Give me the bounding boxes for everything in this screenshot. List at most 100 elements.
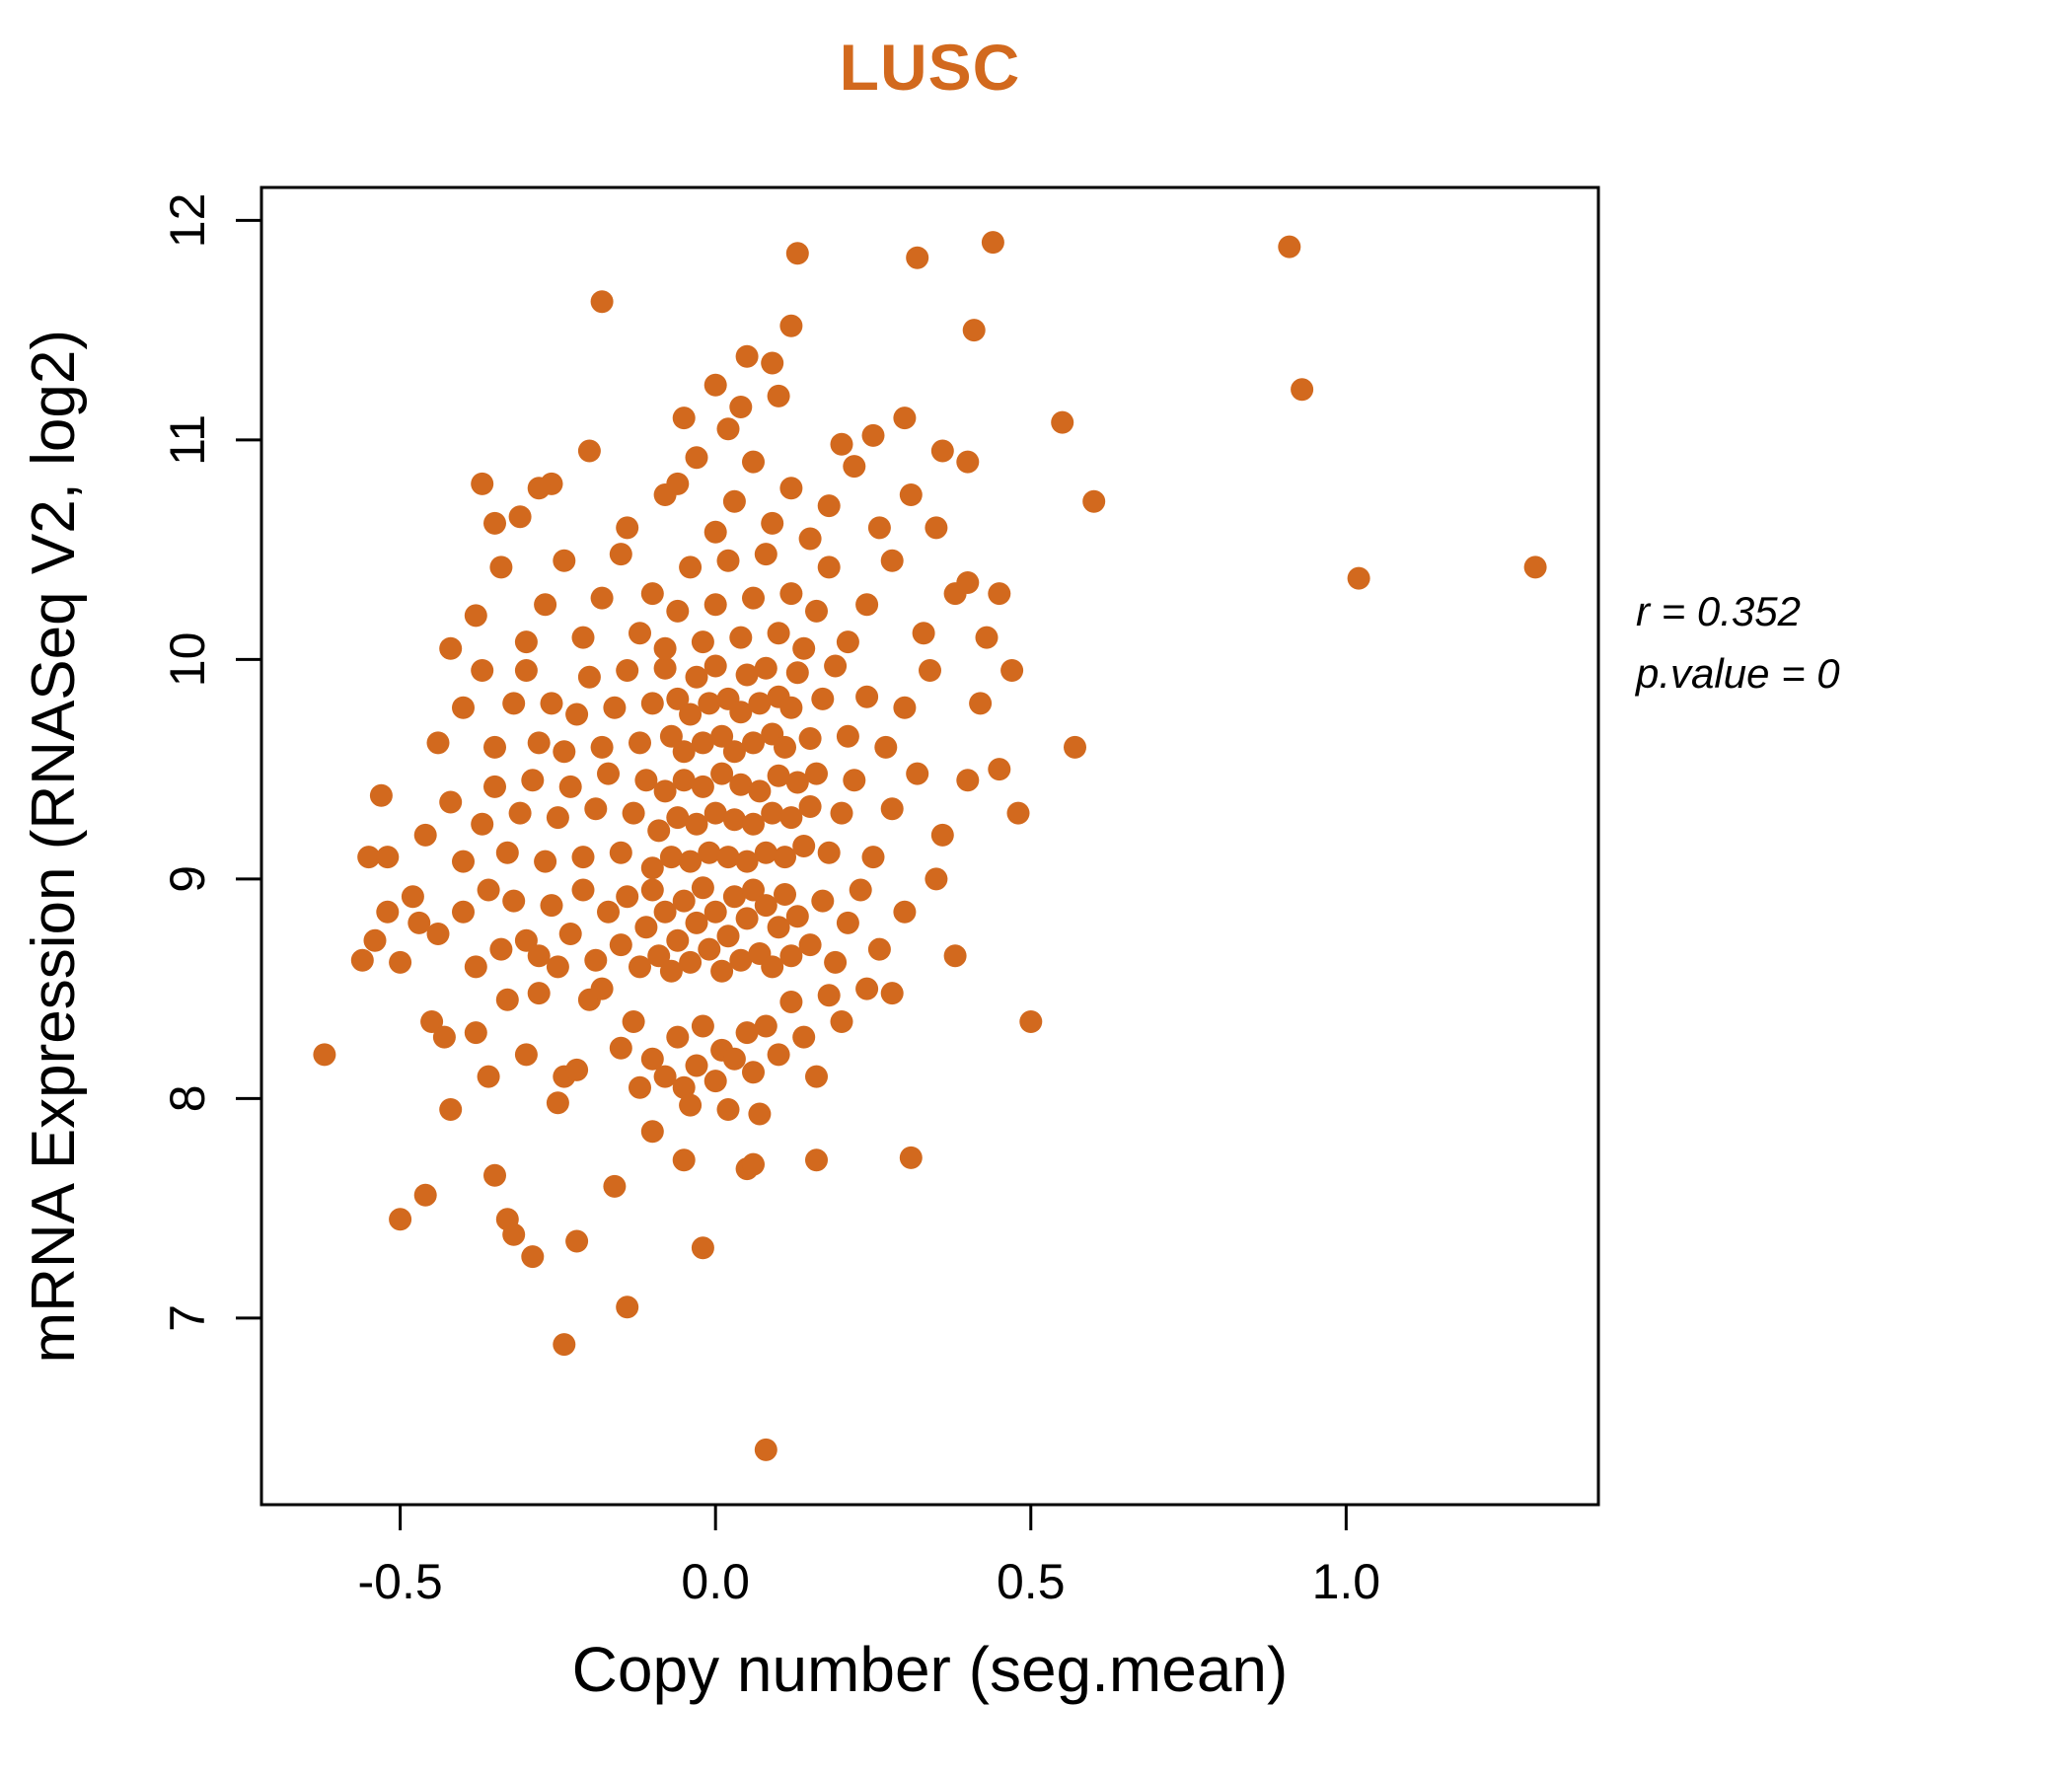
data-point xyxy=(647,944,671,968)
data-point xyxy=(703,801,727,825)
data-point xyxy=(489,937,513,961)
data-point xyxy=(956,450,980,474)
data-point xyxy=(919,659,941,682)
data-point xyxy=(471,812,494,836)
data-point xyxy=(1000,659,1024,682)
data-point xyxy=(716,1098,740,1121)
data-point xyxy=(742,1152,765,1176)
data-point xyxy=(811,889,835,913)
data-point xyxy=(817,494,841,518)
data-point xyxy=(483,775,506,798)
data-point xyxy=(925,867,948,891)
data-point xyxy=(785,771,809,794)
data-point xyxy=(1019,1010,1043,1033)
data-point xyxy=(767,1043,790,1067)
data-point xyxy=(754,1014,777,1038)
data-point xyxy=(880,549,904,572)
data-point xyxy=(779,944,803,968)
data-point xyxy=(514,659,538,682)
data-point xyxy=(685,446,708,470)
data-point xyxy=(464,1021,487,1045)
data-point xyxy=(313,1043,336,1067)
data-point xyxy=(703,1070,727,1093)
data-point xyxy=(640,856,664,880)
data-point xyxy=(703,520,727,544)
y-axis-label-wrap: mRNA Expression (RNASeq V2, log2) xyxy=(14,187,93,1505)
data-point xyxy=(597,900,620,924)
data-point xyxy=(849,878,872,902)
data-point xyxy=(748,1102,772,1126)
data-point xyxy=(514,630,538,654)
data-point xyxy=(590,977,614,1000)
data-point xyxy=(565,1058,589,1081)
data-point xyxy=(824,950,848,974)
data-point xyxy=(836,724,859,748)
data-point xyxy=(1291,378,1314,402)
data-point xyxy=(836,911,859,934)
data-point xyxy=(546,806,569,830)
data-point xyxy=(653,656,677,680)
data-point xyxy=(584,797,608,821)
x-tick-label: 0.0 xyxy=(681,1554,750,1609)
data-point xyxy=(703,593,727,617)
data-point xyxy=(672,740,696,764)
data-point xyxy=(975,626,999,649)
data-point xyxy=(577,665,601,689)
data-point xyxy=(622,801,645,825)
data-point xyxy=(899,483,923,506)
data-point xyxy=(426,731,450,755)
data-point xyxy=(785,905,809,928)
data-point xyxy=(710,959,734,983)
data-point xyxy=(653,636,677,660)
data-point xyxy=(565,703,589,726)
data-point xyxy=(629,955,651,979)
data-point xyxy=(521,1245,545,1269)
data-point xyxy=(779,582,803,606)
data-point xyxy=(634,916,658,939)
data-point xyxy=(735,1021,759,1045)
data-point xyxy=(672,769,696,792)
data-point xyxy=(609,543,632,566)
data-point xyxy=(785,242,809,265)
data-point xyxy=(452,900,475,924)
data-point xyxy=(754,543,777,566)
data-point xyxy=(471,659,494,682)
data-point xyxy=(988,582,1011,606)
chart-title: LUSC xyxy=(839,31,1021,104)
data-point xyxy=(540,692,563,715)
data-point xyxy=(943,944,967,968)
data-point xyxy=(653,483,677,506)
data-point xyxy=(534,850,557,873)
data-point xyxy=(742,586,765,610)
plot-border xyxy=(259,185,1600,1507)
data-point xyxy=(597,762,620,785)
data-point xyxy=(571,878,595,902)
data-point xyxy=(861,423,885,447)
data-point xyxy=(1051,410,1074,434)
data-point xyxy=(558,775,582,798)
y-tick-label: 12 xyxy=(160,193,215,249)
data-point xyxy=(439,790,463,814)
data-point xyxy=(735,344,759,368)
data-point xyxy=(761,351,784,375)
data-point xyxy=(679,850,703,873)
data-point xyxy=(609,933,632,957)
data-point xyxy=(653,900,677,924)
data-point xyxy=(691,1014,714,1038)
data-point xyxy=(792,1025,816,1049)
data-point xyxy=(722,740,746,764)
data-point xyxy=(691,775,714,798)
data-point xyxy=(609,841,632,864)
data-point xyxy=(672,407,696,430)
data-point xyxy=(527,731,551,755)
data-point xyxy=(546,1091,569,1115)
data-point xyxy=(703,373,727,397)
data-point xyxy=(817,555,841,579)
data-point xyxy=(742,1061,765,1084)
data-point xyxy=(653,1065,677,1088)
data-point xyxy=(471,472,494,495)
data-point xyxy=(666,687,690,710)
y-tick-label: 11 xyxy=(160,414,215,466)
data-point xyxy=(817,841,841,864)
data-point xyxy=(716,925,740,948)
